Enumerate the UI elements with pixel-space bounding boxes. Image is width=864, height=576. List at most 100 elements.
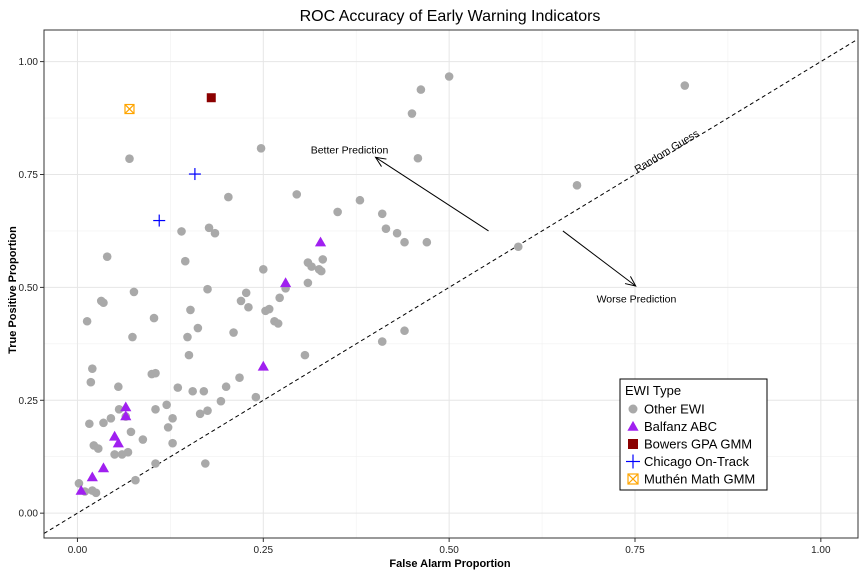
x-tick-label: 0.75 <box>625 545 645 556</box>
point-other-ewi <box>444 72 454 81</box>
point-other-ewi <box>416 85 426 94</box>
point-other-ewi <box>195 409 205 419</box>
y-tick-label: 0.00 <box>19 509 39 520</box>
point-balfanz-abc <box>120 401 132 412</box>
point-other-ewi <box>400 326 409 336</box>
point-other-ewi <box>392 228 402 238</box>
point-other-ewi <box>355 195 365 205</box>
point-other-ewi <box>303 278 313 288</box>
point-other-ewi <box>572 181 582 190</box>
point-balfanz-abc <box>120 410 132 421</box>
x-axis: 0.00 0.25 0.50 0.75 1.00 <box>68 538 831 556</box>
point-other-ewi <box>85 419 94 429</box>
point-other-ewi <box>413 153 423 163</box>
point-other-ewi <box>151 405 160 414</box>
worse-prediction-label: Worse Prediction <box>597 294 677 306</box>
point-other-ewi <box>377 209 387 219</box>
point-other-ewi <box>110 450 119 459</box>
point-other-ewi <box>201 459 210 468</box>
point-chicago-on-track <box>188 168 201 181</box>
plot-frame <box>43 29 859 539</box>
data-points <box>74 72 690 498</box>
point-other-ewi <box>99 418 108 428</box>
point-other-ewi <box>149 313 159 323</box>
x-tick-label: 1.00 <box>811 545 831 556</box>
point-other-ewi <box>93 444 103 453</box>
point-chicago-on-track <box>153 214 166 227</box>
random-guess-line <box>43 38 859 534</box>
point-other-ewi <box>275 293 284 303</box>
point-balfanz-abc <box>112 437 124 448</box>
point-other-ewi <box>82 316 92 326</box>
point-other-ewi <box>203 284 212 294</box>
point-balfanz-abc <box>257 360 269 371</box>
point-other-ewi <box>131 475 140 485</box>
point-other-ewi <box>235 373 244 382</box>
point-other-ewi <box>162 400 171 410</box>
point-other-ewi <box>177 227 186 236</box>
point-balfanz-abc <box>97 462 110 473</box>
point-other-ewi <box>229 328 238 337</box>
point-other-ewi <box>180 256 190 266</box>
legend-label: Balfanz ABC <box>644 419 717 434</box>
x-tick-label: 0.00 <box>68 545 88 556</box>
legend-key-balfanz-abc <box>627 420 639 431</box>
point-other-ewi <box>316 266 326 276</box>
point-other-ewi <box>300 350 310 360</box>
point-balfanz-abc <box>314 236 327 247</box>
point-other-ewi <box>183 332 192 342</box>
point-balfanz-abc <box>75 484 87 495</box>
point-other-ewi <box>129 287 139 297</box>
y-axis-title: True Positive Proportion <box>7 226 19 354</box>
legend-label: Chicago On-Track <box>644 454 749 469</box>
point-other-ewi <box>126 427 136 437</box>
point-other-ewi <box>241 288 251 298</box>
legend-box <box>619 378 768 491</box>
point-balfanz-abc <box>109 430 121 441</box>
point-other-ewi <box>400 237 409 247</box>
point-bowers-gpa-gmm <box>206 93 216 103</box>
point-other-ewi <box>292 190 302 199</box>
point-other-ewi <box>199 386 209 396</box>
point-other-ewi <box>236 296 246 306</box>
point-other-ewi <box>151 459 160 468</box>
point-balfanz-abc <box>86 471 98 482</box>
legend-label: Other EWI <box>644 402 705 417</box>
point-other-ewi <box>173 383 183 392</box>
legend-label: Bowers GPA GMM <box>644 437 752 452</box>
y-tick-label: 0.25 <box>19 396 39 407</box>
chart-title: ROC Accuracy of Early Warning Indicators <box>300 8 601 25</box>
legend-key-chicago-on-track <box>626 454 640 469</box>
point-other-ewi <box>99 298 108 308</box>
better-prediction-label: Better Prediction <box>311 144 389 156</box>
gridlines <box>44 30 858 538</box>
point-other-ewi <box>204 223 214 233</box>
x-axis-title: False Alarm Proportion <box>389 558 511 570</box>
point-other-ewi <box>203 406 212 415</box>
point-other-ewi <box>123 447 133 457</box>
y-axis: 0.00 0.25 0.50 0.75 1.00 <box>19 57 44 520</box>
point-other-ewi <box>114 405 124 414</box>
point-other-ewi <box>258 265 268 274</box>
plot-border <box>43 29 859 539</box>
point-other-ewi <box>114 382 123 392</box>
point-other-ewi <box>168 438 177 448</box>
point-other-ewi <box>224 192 233 202</box>
point-other-ewi <box>106 414 116 423</box>
y-tick-label: 1.00 <box>19 57 39 68</box>
point-other-ewi <box>125 154 134 163</box>
point-other-ewi <box>86 377 96 387</box>
point-other-ewi <box>251 392 261 402</box>
legend-label: Muthén Math GMM <box>644 472 755 487</box>
x-tick-label: 0.50 <box>439 545 459 556</box>
point-other-ewi <box>168 414 177 423</box>
point-other-ewi <box>273 319 283 328</box>
better-prediction-arrow <box>374 156 489 232</box>
point-other-ewi <box>186 305 195 315</box>
point-balfanz-abc <box>279 277 292 288</box>
legend-key-bowers-gpa-gmm <box>628 439 638 449</box>
legend-key-muth-n-math-gmm <box>627 473 639 485</box>
point-other-ewi <box>407 109 417 118</box>
point-other-ewi <box>381 224 391 233</box>
